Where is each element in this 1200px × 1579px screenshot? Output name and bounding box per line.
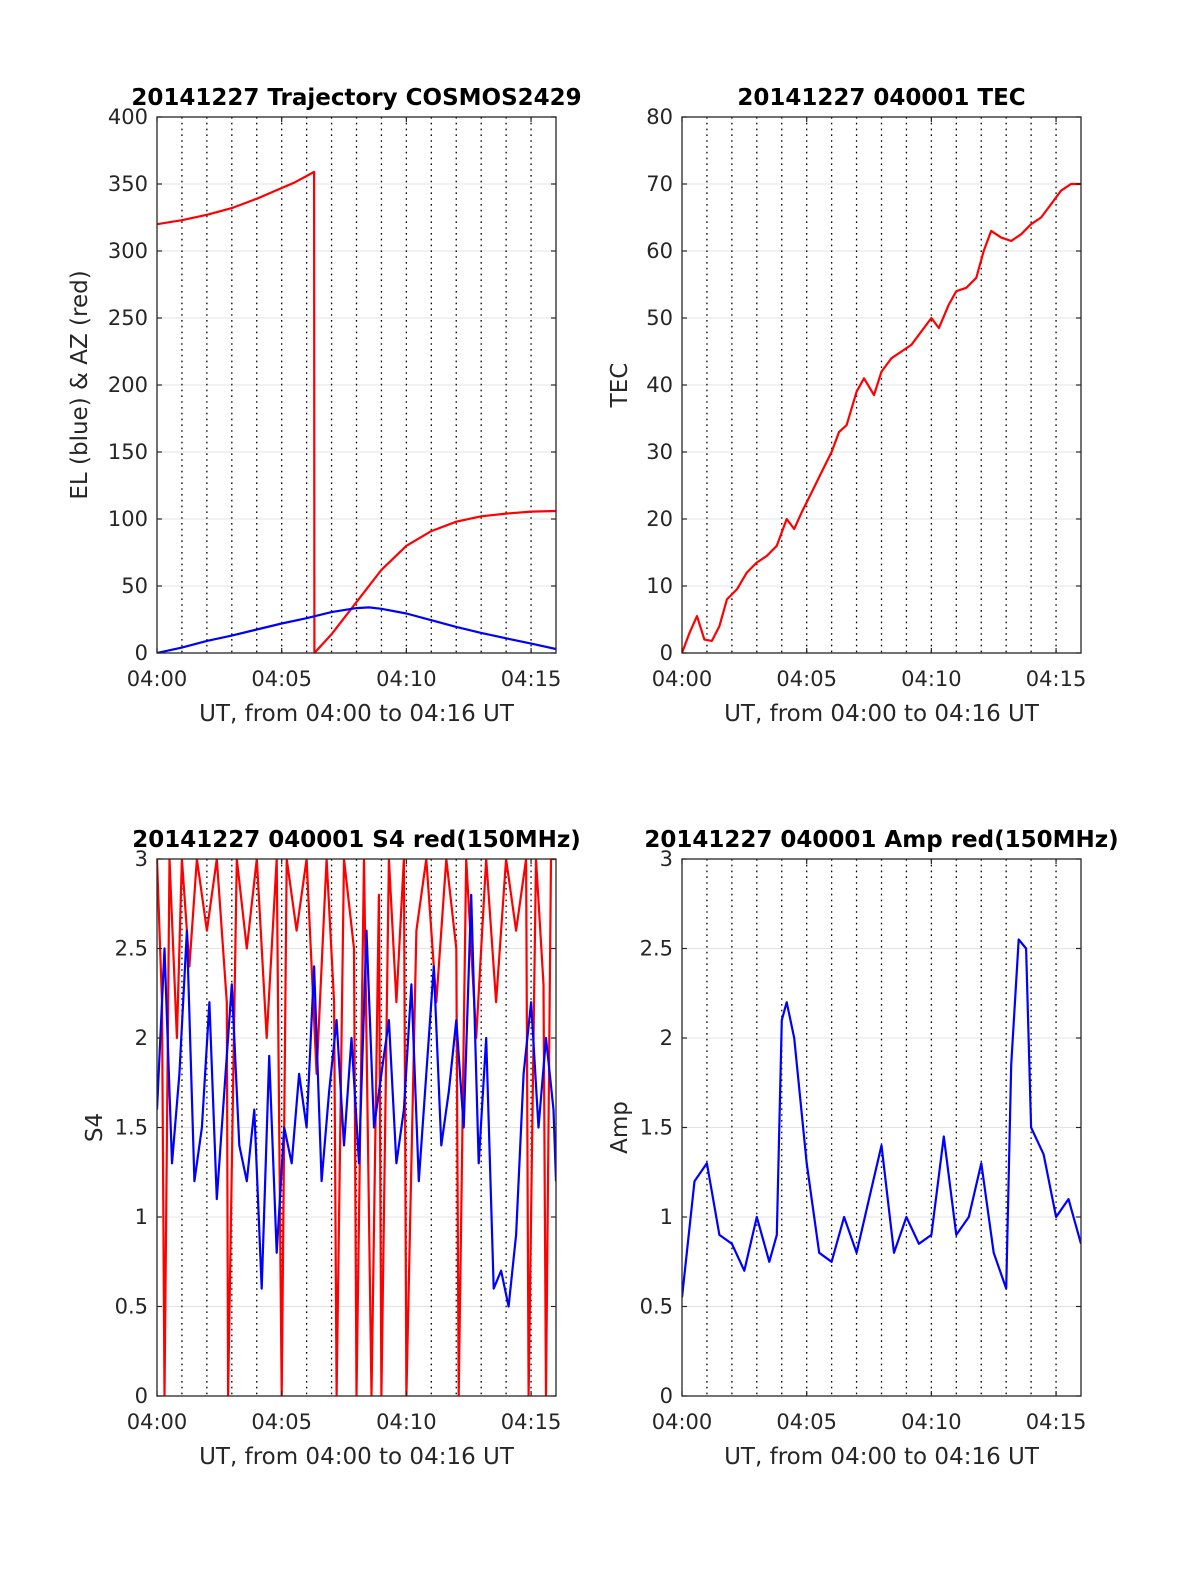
x-tick-label: 04:10 bbox=[901, 1410, 962, 1434]
y-tick-label: 350 bbox=[108, 172, 148, 196]
y-axis-label: EL (blue) & AZ (red) bbox=[67, 270, 93, 499]
series-line-1 bbox=[682, 938, 1081, 1298]
x-tick-label: 04:05 bbox=[251, 667, 312, 691]
y-tick-label: 0.5 bbox=[640, 1295, 673, 1319]
y-tick-label: 50 bbox=[121, 574, 148, 598]
x-tick-label: 04:00 bbox=[127, 1410, 188, 1434]
y-tick-label: 20 bbox=[646, 507, 673, 531]
y-tick-label: 2 bbox=[135, 1026, 148, 1050]
y-tick-label: 300 bbox=[108, 239, 148, 263]
x-tick-label: 04:05 bbox=[251, 1410, 312, 1434]
y-tick-label: 3 bbox=[135, 847, 148, 871]
x-tick-label: 04:10 bbox=[901, 667, 962, 691]
y-tick-label: 400 bbox=[108, 105, 148, 129]
y-tick-label: 2 bbox=[660, 1026, 673, 1050]
y-tick-label: 1 bbox=[135, 1205, 148, 1229]
y-tick-label: 150 bbox=[108, 440, 148, 464]
x-axis-label: UT, from 04:00 to 04:16 UT bbox=[199, 1444, 515, 1470]
y-tick-label: 2.5 bbox=[115, 937, 148, 961]
chart-panel-4: 04:00 04:05 04:10 04:15 0 0.5 1 1.5 2 2.5 32014122… bbox=[607, 827, 1119, 1470]
y-axis-label: TEC bbox=[607, 363, 633, 409]
y-tick-label: 1.5 bbox=[640, 1116, 673, 1140]
chart-title: 20141227 Trajectory COSMOS2429 bbox=[131, 85, 581, 111]
y-tick-label: 250 bbox=[108, 306, 148, 330]
x-tick-label: 04:05 bbox=[776, 1410, 837, 1434]
x-tick-label: 04:15 bbox=[501, 1410, 562, 1434]
series-line-1 bbox=[157, 859, 556, 1396]
x-tick-label: 04:05 bbox=[776, 667, 837, 691]
series-line-1 bbox=[682, 182, 1081, 653]
y-tick-label: 100 bbox=[108, 507, 148, 531]
x-tick-label: 04:10 bbox=[376, 667, 437, 691]
y-tick-label: 10 bbox=[646, 574, 673, 598]
series-line-2 bbox=[157, 893, 556, 1308]
y-tick-label: 40 bbox=[646, 373, 673, 397]
y-tick-label: 0.5 bbox=[115, 1295, 148, 1319]
chart-panel-2: 04:00 04:05 04:10 04:15 0 10 20 30 40 50 60 70 80 201… bbox=[607, 85, 1086, 727]
y-tick-label: 80 bbox=[646, 105, 673, 129]
x-tick-label: 04:15 bbox=[1026, 1410, 1087, 1434]
chart-title: 20141227 040001 Amp red(150MHz) bbox=[644, 827, 1118, 853]
x-tick-label: 04:15 bbox=[1026, 667, 1087, 691]
x-axis-label: UT, from 04:00 to 04:16 UT bbox=[724, 1444, 1040, 1470]
y-tick-label: 70 bbox=[646, 172, 673, 196]
x-tick-label: 04:00 bbox=[127, 667, 188, 691]
x-tick-label: 04:00 bbox=[652, 1410, 713, 1434]
y-tick-label: 50 bbox=[646, 306, 673, 330]
x-axis-label: UT, from 04:00 to 04:16 UT bbox=[199, 701, 515, 727]
y-tick-label: 2.5 bbox=[640, 937, 673, 961]
y-tick-label: 200 bbox=[108, 373, 148, 397]
y-tick-label: 1 bbox=[660, 1205, 673, 1229]
series-line-1 bbox=[157, 170, 556, 653]
y-tick-label: 0 bbox=[660, 641, 673, 665]
x-tick-label: 04:10 bbox=[376, 1410, 437, 1434]
y-tick-label: 0 bbox=[135, 1384, 148, 1408]
y-tick-label: 3 bbox=[660, 847, 673, 871]
y-tick-label: 0 bbox=[135, 641, 148, 665]
y-tick-label: 30 bbox=[646, 440, 673, 464]
x-axis-label: UT, from 04:00 to 04:16 UT bbox=[724, 701, 1040, 727]
chart-title: 20141227 040001 S4 red(150MHz) bbox=[132, 827, 581, 853]
chart-panel-1: 04:00 04:05 04:10 04:15 0 50 100 150 200 250 300 35… bbox=[67, 85, 582, 727]
chart-panel-3: 04:00 04:05 04:10 04:15 0 0.5 1 1.5 2 2.5 32014122… bbox=[82, 827, 581, 1470]
y-tick-label: 60 bbox=[646, 239, 673, 263]
series-line-2 bbox=[157, 606, 556, 653]
chart-title: 20141227 040001 TEC bbox=[737, 85, 1025, 111]
x-tick-label: 04:15 bbox=[501, 667, 562, 691]
y-tick-label: 0 bbox=[660, 1384, 673, 1408]
y-axis-label: Amp bbox=[607, 1101, 633, 1154]
y-tick-label: 1.5 bbox=[115, 1116, 148, 1140]
x-tick-label: 04:00 bbox=[652, 667, 713, 691]
y-axis-label: S4 bbox=[82, 1113, 108, 1142]
